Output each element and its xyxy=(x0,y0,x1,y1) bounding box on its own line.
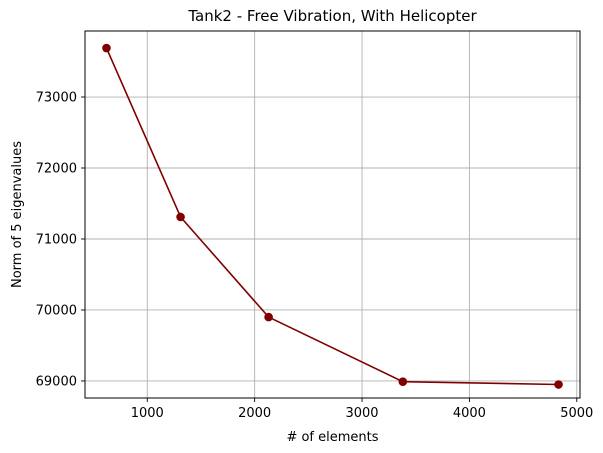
grid-layer xyxy=(85,31,580,398)
series-layer xyxy=(102,43,563,389)
data-point xyxy=(264,312,273,322)
y-tick-label: 71000 xyxy=(36,232,77,247)
x-axis-label: # of elements xyxy=(286,430,378,445)
chart-title: Tank2 - Free Vibration, With Helicopter xyxy=(187,7,477,25)
x-tick-label: 1000 xyxy=(131,406,164,421)
data-point xyxy=(554,380,563,389)
plot-frame xyxy=(84,30,581,399)
data-point xyxy=(102,43,111,53)
tick-layer: 1000 2000 3000 4000 5000 69000 70000 71000 72000… xyxy=(36,91,594,421)
y-tick-label: 73000 xyxy=(36,91,77,106)
data-point xyxy=(176,212,185,222)
x-tick-label: 4000 xyxy=(453,406,486,421)
y-tick-label: 72000 xyxy=(36,162,77,177)
series-line xyxy=(105,47,559,386)
data-point xyxy=(398,377,408,386)
x-tick-label: 3000 xyxy=(345,406,378,421)
x-tick-label: 5000 xyxy=(560,406,593,421)
y-tick-label: 69000 xyxy=(36,374,77,389)
x-tick-label: 2000 xyxy=(238,406,271,421)
y-axis-label: Norm of 5 eigenvalues xyxy=(10,141,25,288)
y-tick-label: 70000 xyxy=(36,303,77,318)
